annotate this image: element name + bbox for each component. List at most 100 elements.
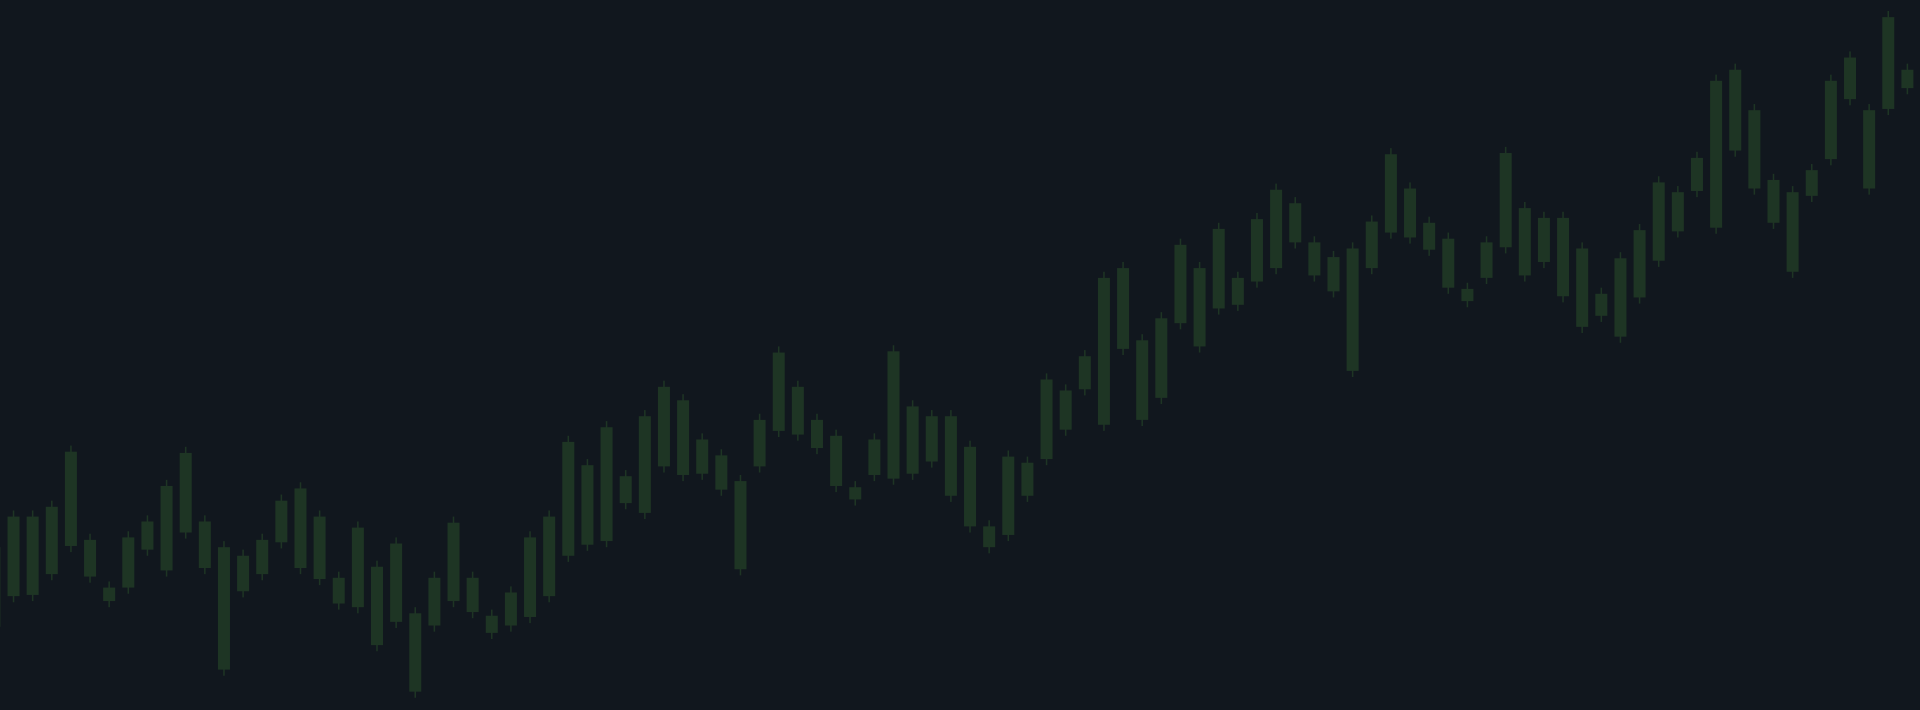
candle-body — [619, 476, 632, 504]
candle-body — [906, 406, 919, 474]
candle-body — [1786, 192, 1799, 272]
candle-body — [485, 615, 498, 633]
candle-body — [1308, 242, 1321, 276]
candle-body — [428, 577, 441, 626]
candle-body — [944, 416, 957, 496]
candle-body — [772, 352, 785, 431]
candle-body — [141, 521, 154, 550]
candle-body — [1193, 268, 1206, 347]
candle-body — [103, 587, 116, 602]
candle-body — [294, 488, 307, 568]
candle-body — [1882, 17, 1895, 109]
candle-body — [1423, 222, 1436, 250]
candle-body — [1040, 379, 1053, 460]
candle-body — [1863, 110, 1876, 189]
candle-body — [1250, 219, 1263, 282]
candle-body — [371, 566, 383, 646]
candle-body — [887, 351, 900, 479]
candle-body — [1767, 179, 1780, 223]
candle-body — [64, 451, 77, 546]
candle-body — [1557, 217, 1570, 297]
candle-body — [1346, 248, 1359, 371]
candle-body — [7, 516, 20, 597]
candle-body — [1576, 248, 1589, 327]
candle-body — [390, 543, 403, 622]
candle-body — [1117, 268, 1130, 349]
candle-body — [562, 441, 575, 556]
candle-body — [447, 522, 460, 602]
candle-body — [1097, 277, 1110, 425]
candle-body — [696, 439, 709, 474]
candle-body — [1805, 170, 1818, 196]
candle-body — [1002, 456, 1015, 535]
candle-body — [1844, 57, 1857, 100]
candle-body — [1901, 69, 1914, 89]
candle-body — [466, 577, 479, 613]
candle-body — [1824, 80, 1837, 160]
candle-body — [1537, 217, 1550, 262]
candle-body — [1652, 182, 1665, 261]
candle-body — [657, 386, 670, 467]
candle-body — [830, 435, 843, 486]
candle-body — [504, 592, 517, 626]
candle-body — [1136, 340, 1149, 420]
candle-body — [45, 506, 58, 575]
candle-body — [1710, 80, 1723, 228]
candle-body — [581, 465, 594, 545]
candle-body — [715, 455, 728, 490]
candle-body — [600, 427, 613, 542]
candle-body — [925, 416, 938, 462]
candle-body — [1231, 277, 1244, 305]
candle-body — [791, 386, 804, 435]
candle-body — [1614, 258, 1627, 337]
candle-body — [1155, 318, 1168, 398]
candle-body — [26, 516, 39, 595]
candle-body — [677, 400, 690, 475]
candle-body — [1690, 157, 1703, 191]
candle-body — [1461, 288, 1474, 302]
candle-body — [1059, 390, 1072, 430]
candle-body — [543, 516, 556, 597]
candle-body — [1365, 221, 1378, 269]
candle-body — [524, 537, 537, 617]
candle-body — [1499, 153, 1512, 248]
candle-body — [160, 485, 173, 571]
candle-body — [409, 613, 422, 692]
candle-body — [983, 526, 996, 548]
candle-body — [1078, 356, 1091, 390]
candle-body — [237, 555, 250, 592]
candle-body — [275, 500, 288, 543]
candle-body — [1480, 242, 1493, 278]
candle-body — [84, 539, 97, 577]
candle-body — [256, 539, 269, 575]
candle-body — [753, 419, 766, 467]
candle-body — [1327, 257, 1340, 292]
candle-body — [1174, 244, 1187, 324]
candle-body — [868, 439, 881, 475]
candle-body — [332, 577, 345, 604]
candle-body — [638, 416, 651, 513]
candle-body — [1518, 208, 1531, 276]
candle-body — [1633, 230, 1646, 298]
candle-body — [313, 516, 326, 580]
candle-body — [1595, 293, 1608, 316]
candle-body — [1729, 69, 1742, 151]
candle-body — [1442, 238, 1455, 288]
candle-body — [1021, 462, 1034, 496]
candle-body — [964, 446, 977, 527]
candle-body — [351, 527, 364, 608]
candle-body — [217, 547, 230, 670]
candle-body — [734, 481, 747, 570]
candle-body — [810, 419, 823, 449]
candle-body — [122, 537, 135, 588]
candle-body — [1748, 110, 1761, 189]
candle-body — [1404, 188, 1417, 238]
candle-body — [1289, 203, 1302, 243]
candle-body — [849, 487, 862, 500]
candle-body — [1384, 154, 1397, 233]
candle-body — [1212, 228, 1225, 309]
candle-body — [1270, 189, 1283, 269]
